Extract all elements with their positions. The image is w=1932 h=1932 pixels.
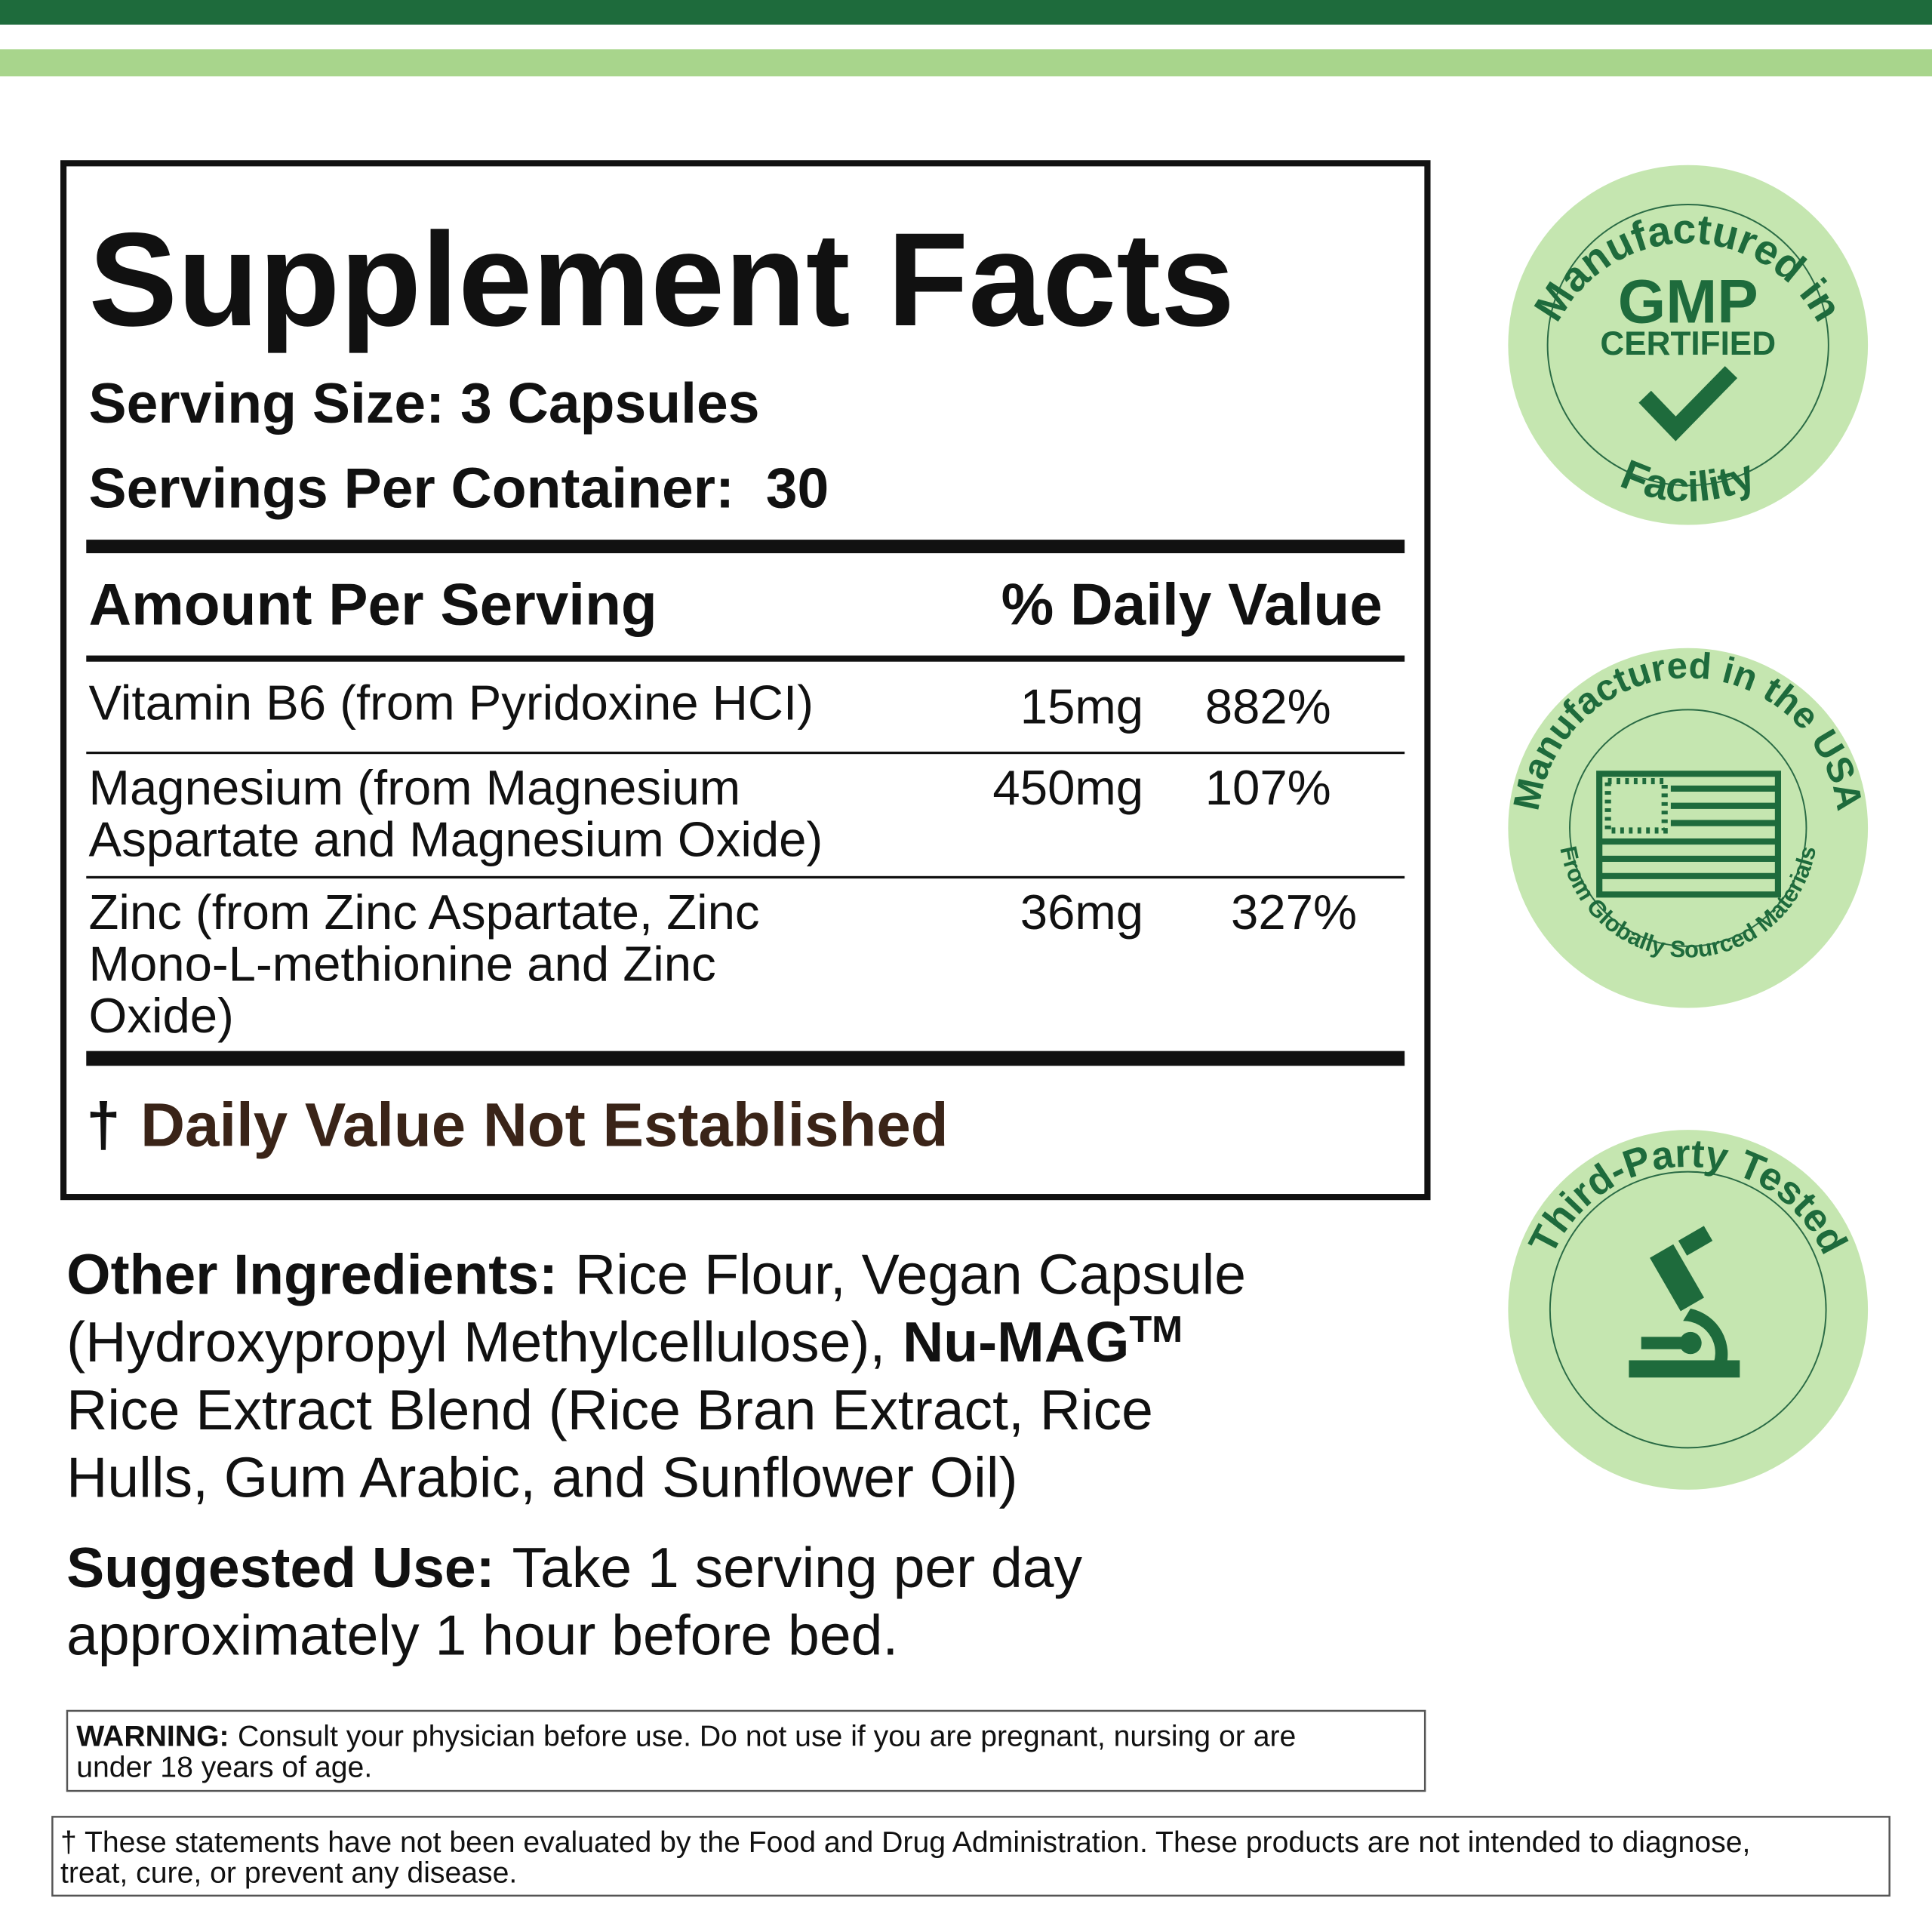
heading: Suggested Use: [66,1536,494,1599]
badge-ring [1569,709,1807,947]
brand: Nu-MAG [903,1310,1129,1374]
divider [86,655,1405,662]
suggested-use: approximately 1 hour before bed. [66,1604,898,1667]
check-icon [1638,366,1738,441]
disclaimer: treat, cure, or prevent any disease. [60,1857,517,1890]
nutrient-amount: 36mg [1020,884,1143,940]
badge [1508,648,1869,1008]
amount-header: Amount Per Serving [89,571,657,638]
badge-ring [1546,204,1829,487]
badge [1508,165,1869,525]
nutrient-dv: 327% [1231,884,1357,940]
other-ingredients: Hulls, Gum Arabic, and Sunflower Oil) [66,1446,1017,1509]
dagger: † [86,1091,120,1159]
microscope-icon [1629,1226,1740,1378]
warning: under 18 years of age. [76,1751,372,1783]
facts-title: Supplement Facts [89,205,1235,354]
warning-box [66,1709,1426,1792]
disclaimer: † These statements have not been evaluat… [60,1826,1750,1859]
text: Consult your physician before use. Do no… [238,1720,1296,1752]
row-line [86,875,1405,879]
badge-ring [1549,1171,1827,1449]
nutrient-name: Aspartate and Magnesium Oxide) [89,812,823,867]
divider [86,540,1405,554]
top-bar-light [0,49,1932,77]
top-bar [0,0,1932,25]
suggested-use: Suggested Use: Take 1 serving per day [66,1536,1082,1599]
nutrient-name: Mono-L-methionine and Zinc [89,937,716,992]
divider [86,1051,1405,1066]
nutrient-name: Zinc (from Zinc Aspartate, Zinc [89,884,760,940]
text: Rice Flour, Vegan Capsule [575,1242,1246,1306]
nutrient-amount: 15mg [1020,678,1143,734]
disclaimer-box [51,1816,1890,1897]
serving-size: Serving Size: 3 Capsules [89,371,760,435]
nutrient-name: Oxide) [89,988,234,1043]
heading: WARNING: [76,1720,229,1752]
facts-box [60,160,1431,1201]
text: (Hydroxypropyl Methylcellulose), [66,1310,885,1374]
trademark: TM [1129,1309,1183,1350]
warning: WARNING: Consult your physician before us… [76,1720,1296,1752]
dv-header: % Daily Value [1001,571,1383,638]
nutrient-dv: 882% [1205,678,1331,734]
servings-per-container: Servings Per Container: 30 [89,457,829,520]
flag-icon [1596,771,1781,898]
nutrient-dv: 107% [1205,760,1331,815]
badge [1508,1130,1869,1490]
footnote: Daily Value Not Established [140,1091,949,1159]
other-ingredients: Other Ingredients: Rice Flour, Vegan Caps… [66,1242,1246,1306]
heading: Other Ingredients: [66,1242,558,1306]
badge-sub: CERTIFIED [1600,325,1776,362]
nutrient-name: Vitamin B6 (from Pyridoxine HCI) [89,675,814,730]
other-ingredients: Rice Extract Blend (Rice Bran Extract, R… [66,1378,1153,1441]
nutrient-amount: 450mg [992,760,1143,815]
nutrient-name: Magnesium (from Magnesium [89,760,741,815]
row-line [86,751,1405,755]
text: Take 1 serving per day [512,1536,1083,1599]
other-ingredients: (Hydroxypropyl Methylcellulose), Nu-MAGTM [66,1309,1183,1374]
badge-main: GMP [1618,268,1758,337]
